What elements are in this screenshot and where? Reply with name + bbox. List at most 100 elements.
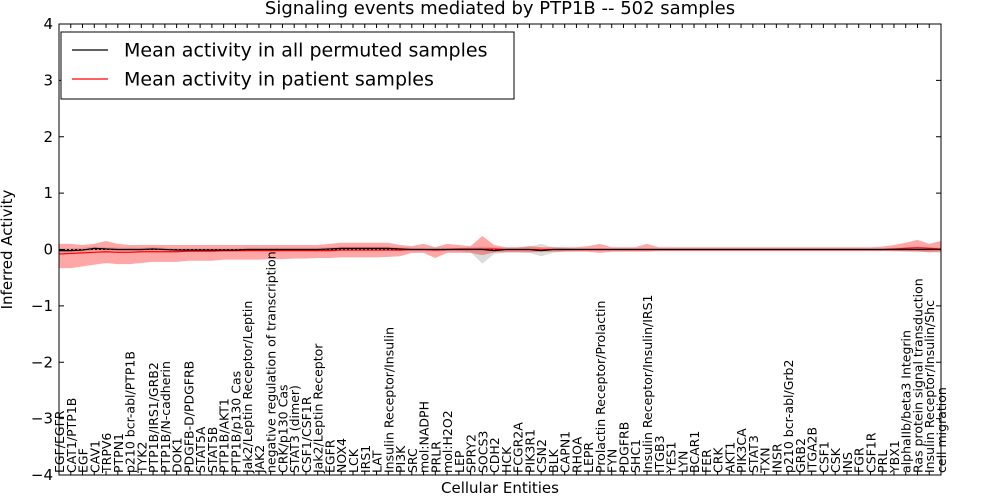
legend: Mean activity in all permuted samples Me… [60, 31, 515, 100]
y-tick-label: 1 [43, 184, 53, 202]
x-tick-label: LEP [452, 450, 467, 473]
x-tick-label: YBX1 [887, 440, 902, 474]
x-tick-label: LAT [370, 450, 385, 473]
x-tick-label: FYN [605, 449, 620, 473]
x-tick-label: Insulin Receptor/Insulin [381, 327, 396, 473]
y-axis-ticks: −4 −3 −2 −1 0 1 2 3 4 [31, 15, 941, 484]
x-axis-label: Cellular Entities [441, 479, 559, 497]
y-tick-label: 4 [43, 15, 53, 33]
x-tick-label: p210 bcr-abl/Grb2 [781, 360, 796, 473]
x-tick-label: STAT5B [205, 427, 220, 473]
x-tick-label: PDGFB-D/PDGFRB [181, 361, 196, 473]
x-tick-label: FGR [852, 447, 867, 473]
x-tick-label: LCK [346, 448, 361, 473]
x-tick-label: Insulin Receptor/Insulin/IRS1 [640, 295, 655, 473]
x-tick-label: PI3K [393, 445, 408, 473]
y-axis-label: Inferred Activity [0, 189, 16, 309]
x-tick-label: LYN [675, 451, 690, 473]
x-tick-label: ITGA2B [805, 427, 820, 473]
x-tick-label: STAT3 (dimer) [287, 385, 302, 473]
x-tick-label: PTP1B/IRS1/GRB2 [146, 362, 161, 473]
x-tick-label: TRPV6 [99, 433, 114, 474]
x-tick-label: negative regulation of transcription [264, 251, 279, 473]
series-line-permuted [59, 247, 941, 252]
x-axis-ticks: EGF/EGFRCAT1/PTP1BEGFCAV1TRPV6PTPN1p210 … [52, 24, 949, 475]
y-tick-label: 2 [43, 128, 53, 146]
x-tick-label: SOCS3 [475, 431, 490, 473]
x-tick-label: CSF1R [863, 432, 878, 473]
x-tick-label: Ras protein signal transduction [910, 278, 925, 473]
x-tick-label: SRC [405, 448, 420, 473]
x-tick-label: STAT5A [193, 426, 208, 473]
x-tick-label: PRLR [428, 441, 443, 473]
x-tick-label: JAK2 [252, 445, 267, 474]
x-tick-label: EGFR [322, 439, 337, 473]
x-tick-label: PIK3CA [734, 428, 749, 473]
x-tick-label: TXN [758, 447, 773, 474]
x-tick-label: LEPR [581, 442, 596, 473]
x-tick-label: mol:H2O2 [440, 410, 455, 473]
y-tick-label: −2 [31, 353, 53, 371]
x-tick-label: Prolactin Receptor/Prolactin [593, 301, 608, 473]
x-tick-label: CSF1 [816, 441, 831, 473]
x-tick-label: EGF [76, 448, 91, 473]
legend-label-permuted: Mean activity in all permuted samples [124, 40, 487, 62]
x-tick-label: CDH2 [487, 437, 502, 473]
x-tick-label: YES1 [664, 442, 679, 474]
x-tick-label: FCGR2A [511, 422, 526, 473]
x-tick-label: IRS1 [358, 445, 373, 473]
x-tick-label: HCK [499, 446, 514, 473]
x-tick-label: CAV1 [87, 440, 102, 473]
x-tick-label: mol:NADPH [417, 401, 432, 473]
y-tick-label: 3 [43, 71, 53, 89]
x-tick-label: Jak2/Leptin Receptor [311, 343, 326, 474]
x-tick-label: CSN2 [534, 439, 549, 473]
x-tick-label: NOX4 [334, 438, 349, 473]
x-tick-label: PIK3R1 [522, 429, 537, 473]
permuted-band [59, 243, 941, 264]
x-tick-label: PRL [875, 450, 890, 473]
x-tick-label: cell migration [934, 387, 949, 473]
y-tick-label: −1 [31, 297, 53, 315]
x-tick-label: PTP1B/N-cadherin [158, 361, 173, 473]
x-tick-label: CRK/p130 Cas [275, 385, 290, 474]
x-tick-label: INS [840, 452, 855, 473]
x-tick-label: PDGFRB [616, 422, 631, 473]
x-tick-label: AKT1 [722, 442, 737, 473]
y-tick-label: 0 [43, 241, 53, 259]
x-tick-label: CAPN1 [558, 431, 573, 473]
x-tick-label: p210 bcr-abl/PTP1B [123, 351, 138, 473]
x-tick-label: TYK2 [134, 442, 149, 474]
confidence-bands [59, 235, 941, 269]
x-tick-label: alphaIIb/beta3 Integrin [899, 330, 914, 473]
x-tick-label: ITGB3 [652, 435, 667, 473]
x-tick-label: PTPN1 [111, 433, 126, 473]
x-tick-label: CRK [711, 447, 726, 473]
x-tick-label: CSK [828, 447, 843, 473]
y-tick-label: −4 [31, 466, 53, 484]
x-tick-label: Jak2/Leptin Receptor/Leptin [240, 301, 255, 474]
x-tick-label: GRB2 [793, 438, 808, 473]
x-tick-label: PTP1B/AKT1 [217, 398, 232, 473]
legend-box [60, 31, 515, 100]
x-tick-label: STAT3 [746, 435, 761, 473]
x-tick-label: DOK1 [170, 437, 185, 473]
x-tick-label: SPRY2 [464, 434, 479, 473]
x-tick-label: PTP1B/p130 Cas [228, 371, 243, 473]
chart-title: Signaling events mediated by PTP1B -- 50… [265, 0, 735, 19]
series-lines [58, 247, 942, 255]
x-tick-label: BLK [546, 448, 561, 473]
x-tick-label: FER [699, 449, 714, 473]
x-tick-label: SHC1 [628, 439, 643, 473]
x-tick-label: Insulin Receptor/Insulin/Shc [922, 300, 937, 473]
x-tick-label: RHOA [569, 436, 584, 473]
patient-band [59, 235, 941, 269]
x-tick-label: BCAR1 [687, 431, 702, 473]
x-tick-label: CAT1/PTP1B [64, 398, 79, 473]
y-tick-label: −3 [31, 410, 53, 428]
x-tick-label: CSF1/CSF1R [299, 396, 314, 473]
legend-label-patient: Mean activity in patient samples [124, 69, 434, 91]
x-tick-label: INSR [769, 443, 784, 473]
x-tick-label: EGF/EGFR [52, 410, 67, 473]
